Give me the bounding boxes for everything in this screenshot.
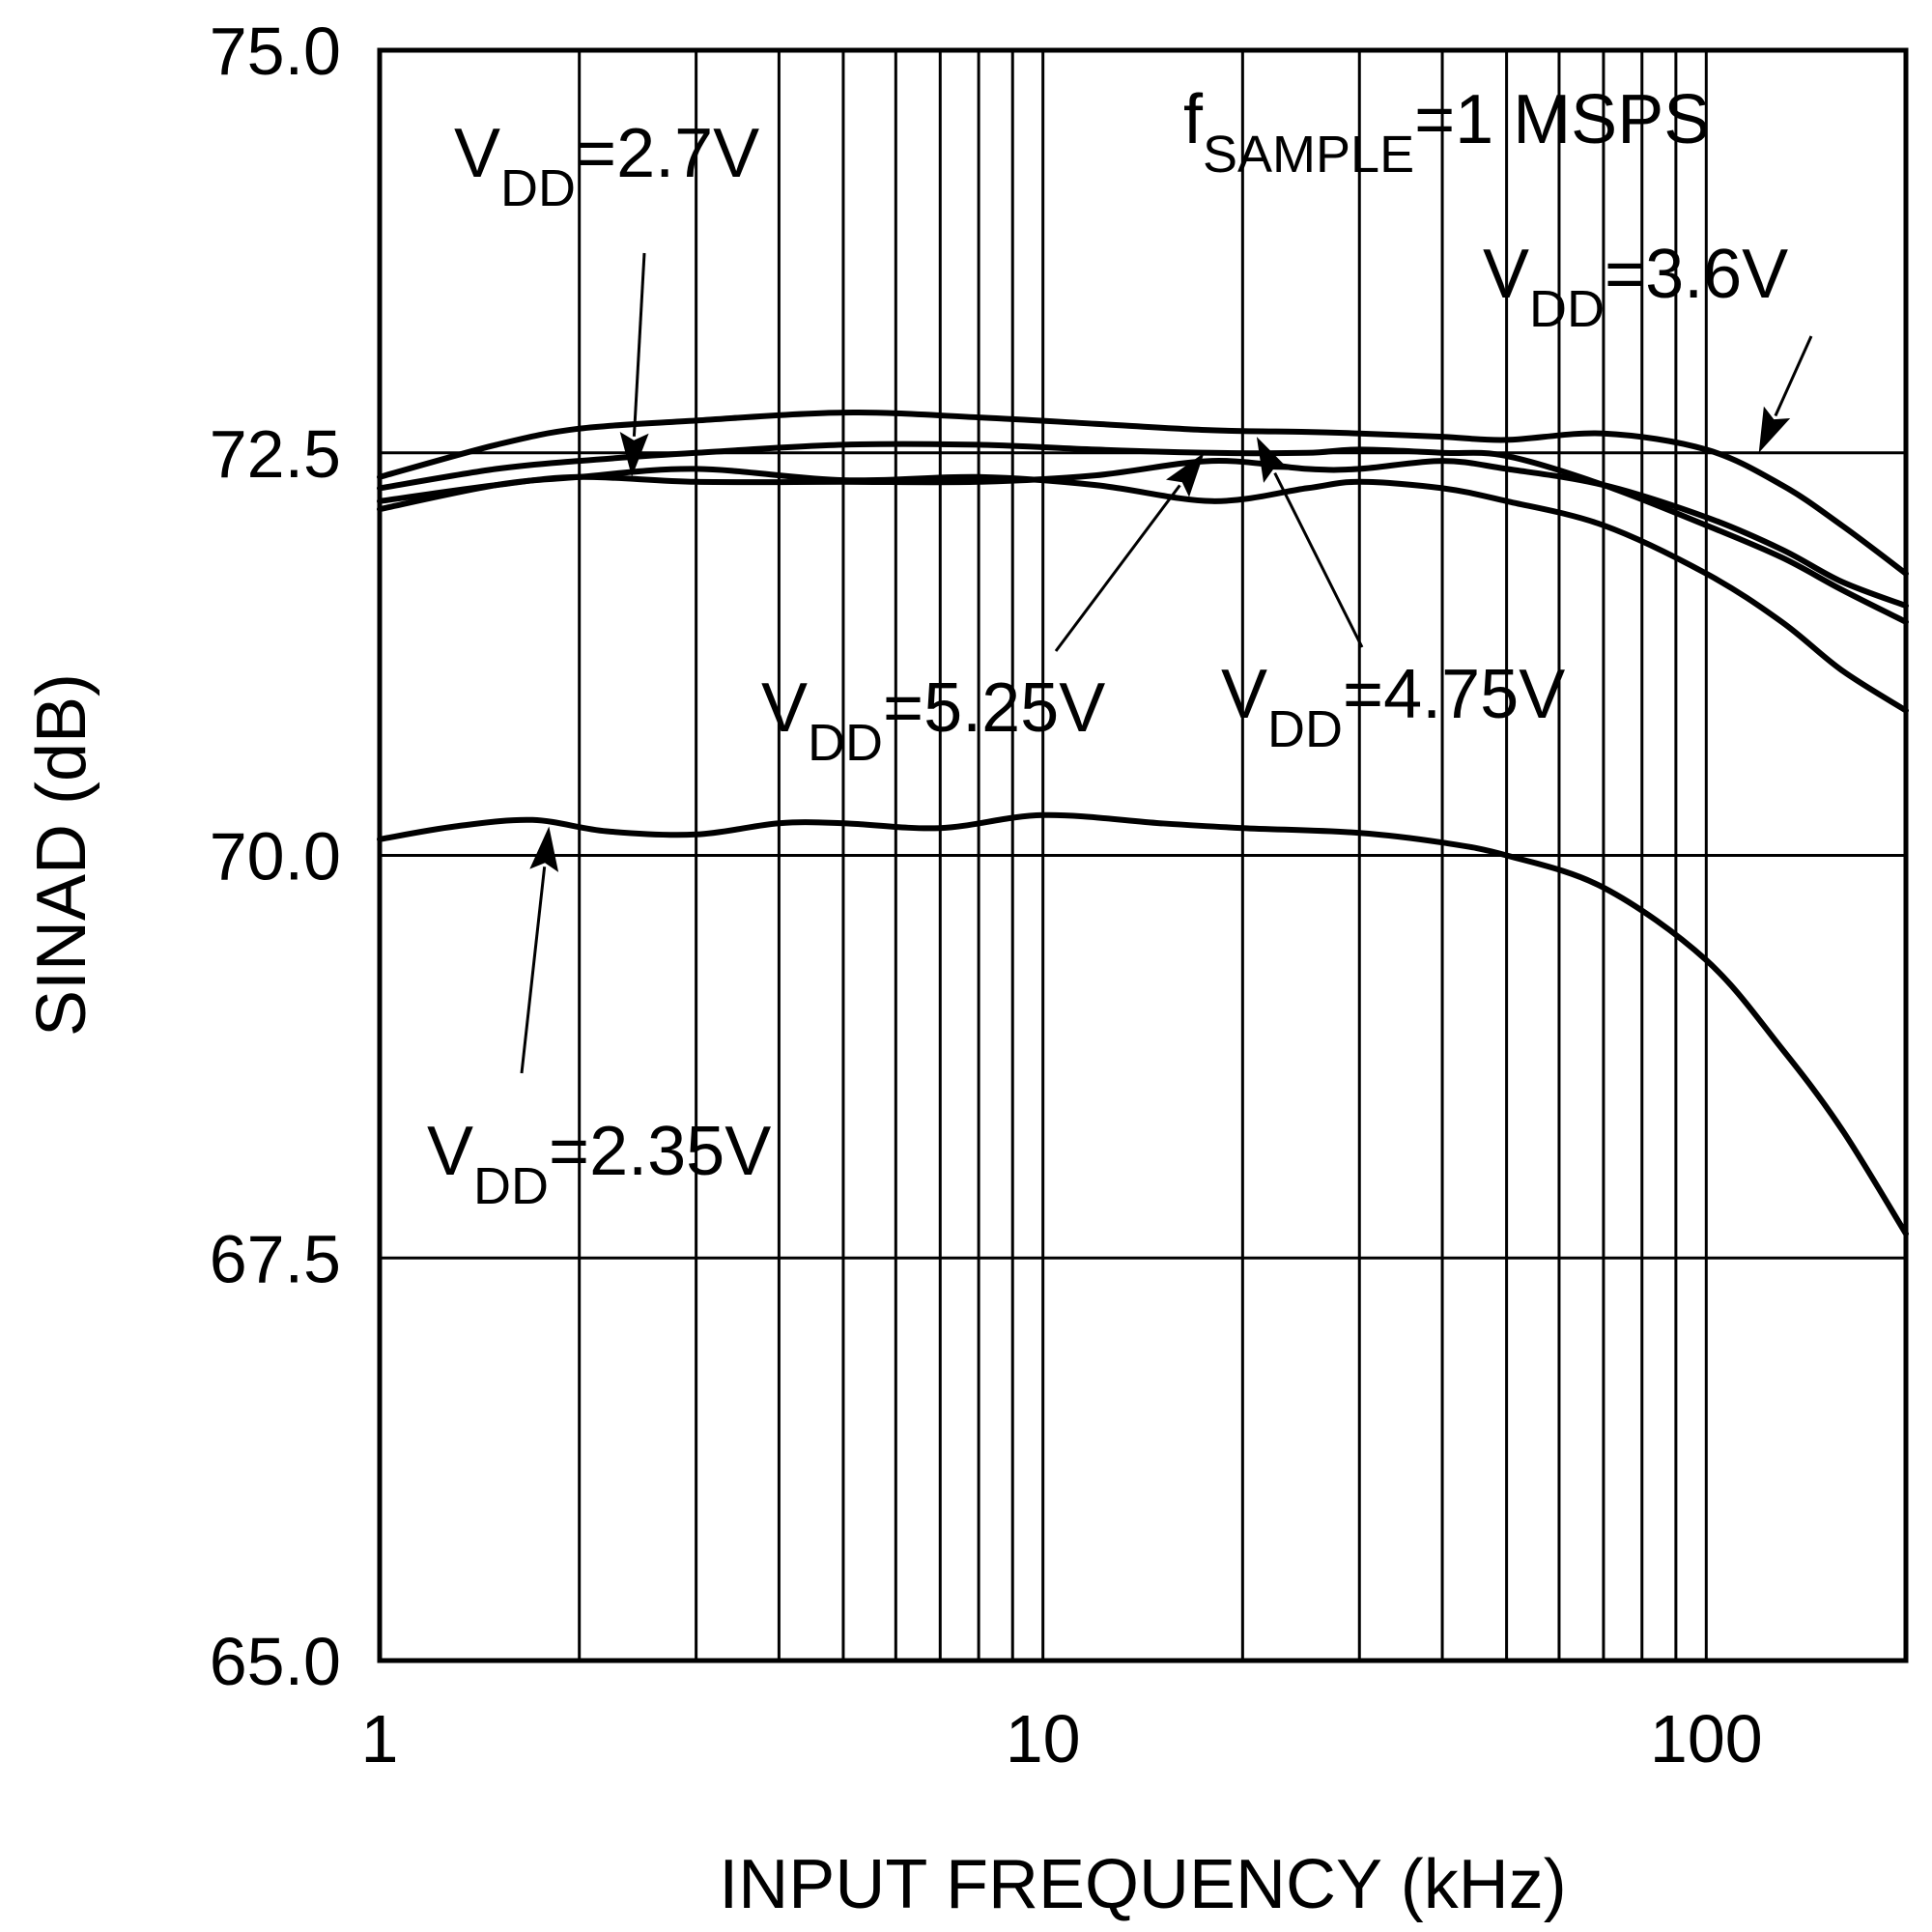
series-line-vdd-5-25v — [377, 458, 1909, 610]
annotation-suffix: =1 MSPS — [1414, 81, 1710, 158]
y-tick-label: 70.0 — [210, 819, 341, 895]
arrow-group — [520, 252, 1813, 1074]
series-line-vdd-3-6v — [377, 410, 1909, 577]
series-line-vdd-2-35v — [377, 811, 1909, 1237]
arrow-vdd475-line — [1273, 471, 1364, 648]
annotation-main: V — [454, 115, 500, 192]
annotation-main: V — [761, 669, 808, 747]
tick-label-group: 65.0 67.5 70.0 72.5 75.0 1 10 100 — [210, 14, 1763, 1776]
series-line-vdd-4-75v — [377, 466, 1909, 714]
plot-frame — [377, 47, 1909, 1663]
annotation-vdd525: VDD=5.25V — [761, 669, 1105, 772]
arrow-vdd235-line — [520, 867, 547, 1074]
annotation-subscript: SAMPLE — [1203, 126, 1414, 184]
annotation-subscript: DD — [500, 159, 576, 217]
annotation-suffix: =3.6V — [1605, 236, 1788, 313]
annotation-subscript: DD — [1267, 700, 1343, 758]
y-tick-label: 72.5 — [210, 416, 341, 492]
arrow-vdd27-head — [619, 432, 649, 477]
annotation-main: f — [1183, 81, 1204, 158]
annotation-vdd475: VDD=4.75V — [1221, 656, 1565, 758]
annotation-subscript: DD — [473, 1157, 549, 1215]
annotation-suffix: =2.7V — [576, 115, 759, 192]
x-tick-label: 10 — [1006, 1701, 1081, 1776]
arrow-vdd36-line — [1774, 335, 1813, 417]
annotation-vdd235: VDD=2.35V — [427, 1113, 771, 1215]
annotation-suffix: =2.35V — [549, 1113, 771, 1190]
x-tick-label: 100 — [1650, 1701, 1763, 1776]
arrow-vdd525-head — [1166, 452, 1205, 497]
y-axis-title: SINAD (dB) — [23, 673, 100, 1037]
annotation-vdd36: VDD=3.6V — [1483, 236, 1788, 338]
annotation-suffix: =5.25V — [883, 669, 1105, 747]
annotation-main: V — [1221, 656, 1267, 733]
y-tick-label: 67.5 — [210, 1221, 341, 1296]
arrow-vdd27-line — [632, 252, 646, 437]
arrow-vdd235-head — [529, 826, 559, 872]
annotation-main: V — [1483, 236, 1529, 313]
annotation-vdd27: VDD=2.7V — [454, 115, 759, 217]
series-group — [377, 410, 1909, 1237]
annotation-main: V — [427, 1113, 473, 1190]
arrow-vdd475-head — [1256, 437, 1290, 483]
y-tick-label: 75.0 — [210, 14, 341, 89]
x-tick-label: 1 — [361, 1701, 399, 1776]
annotation-sample: fSAMPLE=1 MSPS — [1183, 81, 1710, 184]
annotation-subscript: DD — [1529, 280, 1605, 338]
arrow-vdd525-line — [1054, 484, 1181, 652]
annotation-suffix: =4.75V — [1343, 656, 1565, 733]
x-axis-title: INPUT FREQUENCY (kHz) — [719, 1846, 1566, 1923]
y-tick-label: 65.0 — [210, 1624, 341, 1699]
annotation-subscript: DD — [808, 714, 883, 772]
arrow-vdd36-head — [1758, 406, 1791, 453]
